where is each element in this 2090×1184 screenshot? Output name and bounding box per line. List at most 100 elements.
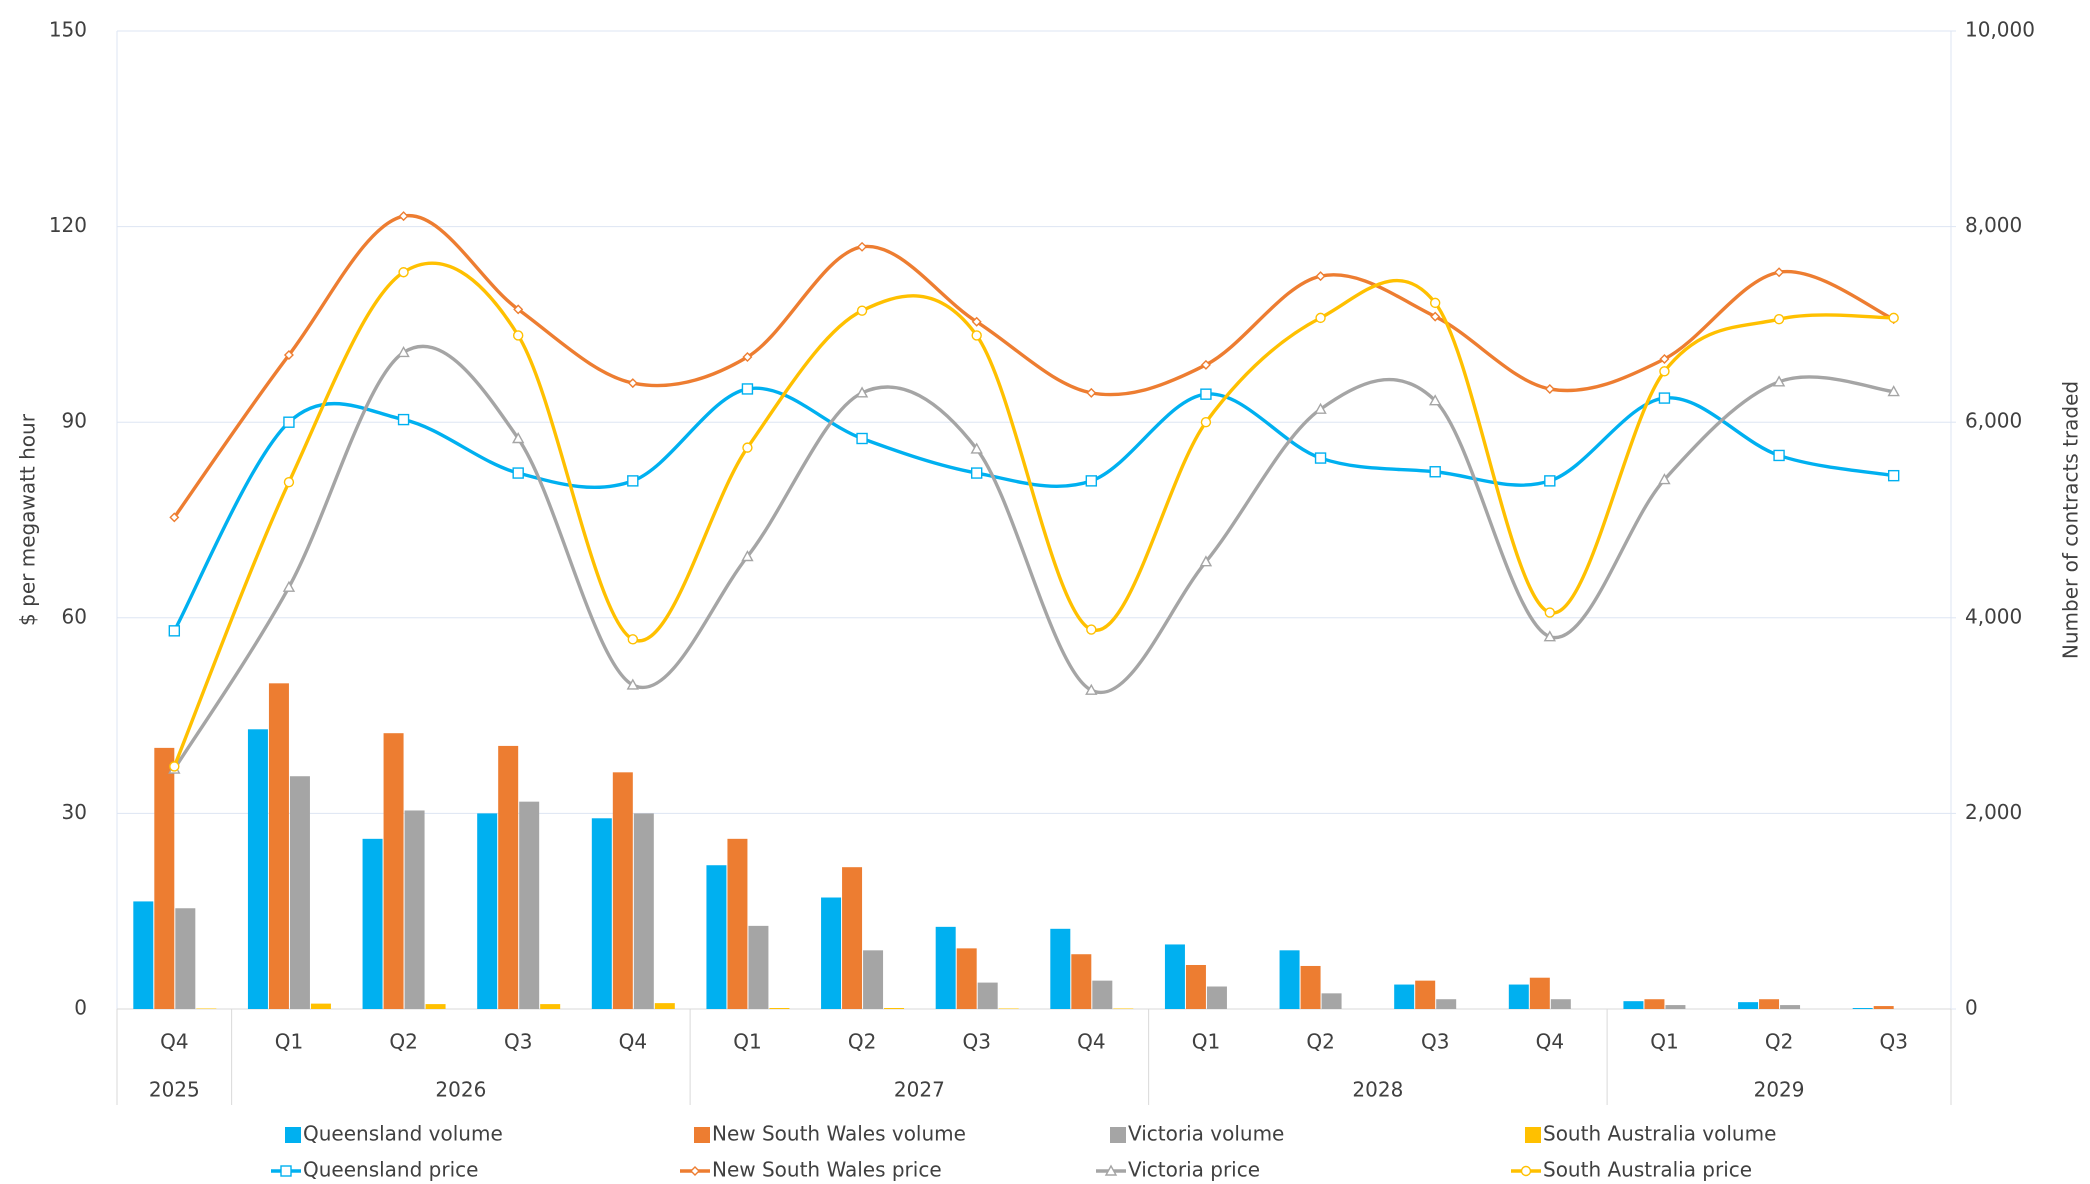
- marker: [971, 330, 982, 341]
- x-tick-label: Q4: [619, 1030, 647, 1054]
- x-group-label: 2029: [1754, 1078, 1805, 1102]
- bar: [1738, 1002, 1759, 1009]
- y2-tick-label: 2,000: [1965, 800, 2022, 824]
- bar: [477, 813, 498, 1009]
- marker: [970, 467, 983, 479]
- legend-label: New South Wales volume: [712, 1122, 966, 1146]
- y2-tick-label: 10,000: [1965, 18, 2035, 42]
- bar: [1644, 999, 1665, 1009]
- marker: [742, 352, 753, 362]
- marker: [1430, 311, 1441, 322]
- marker: [1200, 388, 1212, 400]
- marker: [1314, 402, 1327, 414]
- marker: [1199, 555, 1213, 567]
- marker: [1774, 267, 1785, 278]
- marker: [1544, 607, 1556, 618]
- marker: [169, 512, 180, 523]
- x-tick-label: Q1: [1192, 1030, 1220, 1054]
- legend-label: Victoria volume: [1128, 1122, 1284, 1146]
- bar: [1206, 986, 1227, 1009]
- marker: [856, 305, 868, 316]
- bar: [404, 810, 425, 1009]
- bar: [310, 1003, 331, 1009]
- marker: [1658, 473, 1671, 485]
- marker: [398, 267, 409, 278]
- x-tick-label: Q1: [1650, 1030, 1678, 1054]
- bar: [247, 729, 268, 1009]
- y-tick-label: 30: [62, 800, 87, 824]
- marker: [857, 241, 868, 252]
- bar: [498, 745, 519, 1009]
- y-tick-label: 90: [62, 409, 87, 433]
- bar: [1436, 999, 1457, 1009]
- bar: [1508, 984, 1529, 1009]
- marker: [1429, 466, 1441, 478]
- bar: [935, 926, 956, 1009]
- marker: [283, 476, 295, 488]
- x-tick-label: Q4: [1536, 1030, 1564, 1054]
- x-tick-label: Q3: [504, 1030, 532, 1054]
- marker: [970, 442, 983, 454]
- bar: [633, 813, 654, 1009]
- marker: [626, 678, 640, 690]
- marker: [168, 625, 181, 637]
- marker: [397, 345, 410, 358]
- bar: [519, 801, 540, 1009]
- bar: [383, 733, 404, 1009]
- marker: [397, 413, 410, 426]
- x-tick-label: Q3: [962, 1030, 990, 1054]
- marker: [512, 467, 524, 479]
- x-tick-label: Q2: [1306, 1030, 1334, 1054]
- x-tick-label: Q3: [1421, 1030, 1449, 1054]
- bar: [1321, 993, 1342, 1009]
- x-tick-label: Q2: [389, 1030, 417, 1054]
- marker: [1658, 392, 1671, 404]
- marker: [512, 330, 524, 341]
- bar: [1780, 1005, 1801, 1009]
- bar: [821, 897, 842, 1009]
- x-tick-label: Q1: [275, 1030, 303, 1054]
- marker: [1773, 313, 1785, 325]
- x-group-label: 2028: [1352, 1078, 1403, 1102]
- y2-tick-label: 0: [1965, 996, 1978, 1020]
- marker: [1773, 449, 1785, 462]
- bar: [884, 1008, 905, 1009]
- bar: [1415, 980, 1436, 1009]
- bar: [1279, 950, 1300, 1009]
- marker: [627, 378, 638, 389]
- bar: [1092, 980, 1113, 1009]
- marker: [169, 761, 180, 772]
- marker: [741, 383, 754, 395]
- marker: [1544, 475, 1556, 487]
- legend-swatch: [1110, 1127, 1126, 1143]
- x-group-label: 2025: [149, 1078, 200, 1102]
- y2-tick-label: 6,000: [1965, 409, 2022, 433]
- legend-marker: [1104, 1164, 1118, 1176]
- bar: [612, 772, 633, 1009]
- bar: [1529, 977, 1550, 1009]
- legend-label: Queensland price: [303, 1158, 478, 1182]
- bar: [654, 1003, 675, 1009]
- marker: [398, 211, 409, 222]
- marker: [513, 304, 524, 315]
- legend-label: South Australia price: [1543, 1158, 1752, 1182]
- bar: [769, 1008, 790, 1009]
- bar: [1050, 928, 1071, 1009]
- marker: [1887, 469, 1900, 482]
- bar: [727, 838, 748, 1009]
- y-tick-label: 150: [49, 18, 87, 42]
- bar: [748, 925, 769, 1009]
- marker: [1086, 624, 1097, 635]
- marker: [741, 550, 754, 562]
- marker: [1659, 366, 1670, 377]
- legend-label: South Australia volume: [1543, 1122, 1776, 1146]
- bar: [540, 1004, 561, 1009]
- line: [172, 261, 1894, 768]
- bar: [956, 948, 977, 1009]
- bar: [1185, 964, 1206, 1009]
- line: [172, 214, 1895, 519]
- x-tick-label: Q3: [1879, 1030, 1907, 1054]
- bar: [133, 901, 154, 1009]
- bar: [1873, 1006, 1894, 1009]
